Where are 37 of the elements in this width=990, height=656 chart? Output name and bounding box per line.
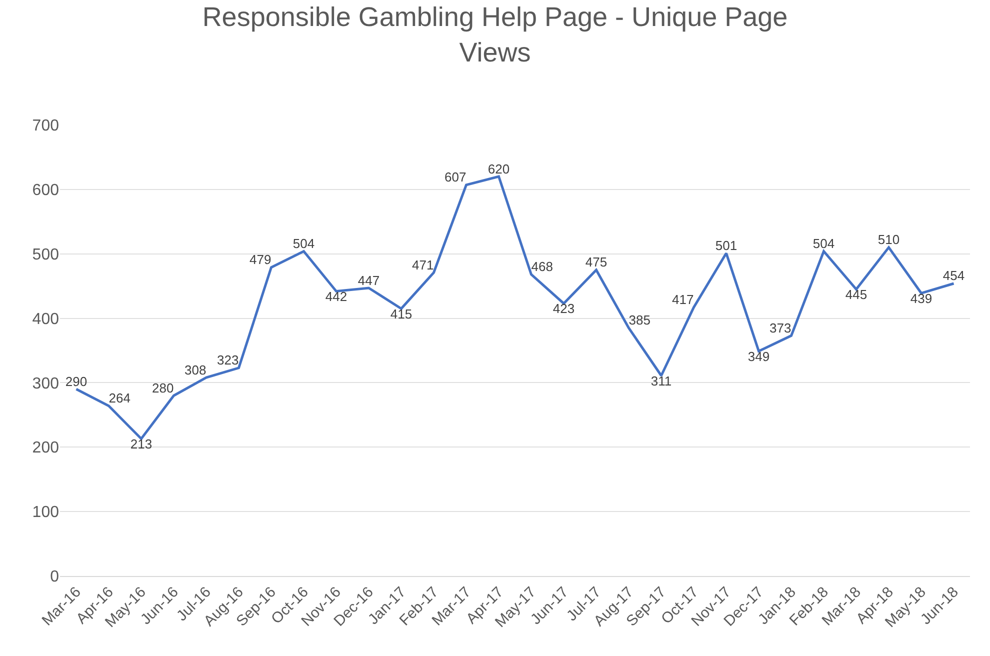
data-label: 475 <box>585 254 608 270</box>
data-label: 417 <box>672 292 694 308</box>
data-label: 349 <box>748 348 770 364</box>
y-tick-label: 400 <box>32 310 60 328</box>
data-label: 510 <box>878 232 900 248</box>
data-label: 415 <box>390 306 412 322</box>
data-label: 373 <box>770 320 792 336</box>
y-tick-label: 500 <box>32 246 60 264</box>
y-tick-label: 100 <box>32 504 60 522</box>
data-label: 445 <box>845 287 868 302</box>
data-label: 280 <box>152 380 174 396</box>
y-tick-label: 600 <box>32 182 60 200</box>
data-label: 620 <box>488 161 510 176</box>
data-label: 323 <box>217 352 239 368</box>
data-label: 439 <box>910 290 932 306</box>
data-label: 504 <box>812 236 835 252</box>
y-tick-label: 200 <box>32 440 60 457</box>
data-label: 308 <box>184 362 206 378</box>
data-label: 447 <box>358 272 380 288</box>
data-label: 607 <box>444 170 466 185</box>
data-label: 479 <box>250 252 272 268</box>
chart-title: Responsible Gambling Help Page - Unique Page Views <box>202 2 788 68</box>
data-label: 385 <box>628 312 650 328</box>
y-tick-label: 0 <box>50 568 60 586</box>
data-label: 442 <box>325 288 348 304</box>
data-label: 468 <box>531 259 553 274</box>
data-label: 423 <box>552 301 575 316</box>
data-label: 501 <box>715 238 738 253</box>
y-tick-label: 700 <box>32 118 60 135</box>
data-label: 264 <box>108 390 130 406</box>
data-label: 311 <box>650 373 672 388</box>
data-label: 454 <box>942 268 965 284</box>
y-tick-label: 300 <box>32 375 60 392</box>
data-label: 213 <box>130 436 152 452</box>
data-label: 290 <box>65 374 88 389</box>
data-label: 471 <box>412 257 434 272</box>
data-label: 504 <box>292 236 315 252</box>
